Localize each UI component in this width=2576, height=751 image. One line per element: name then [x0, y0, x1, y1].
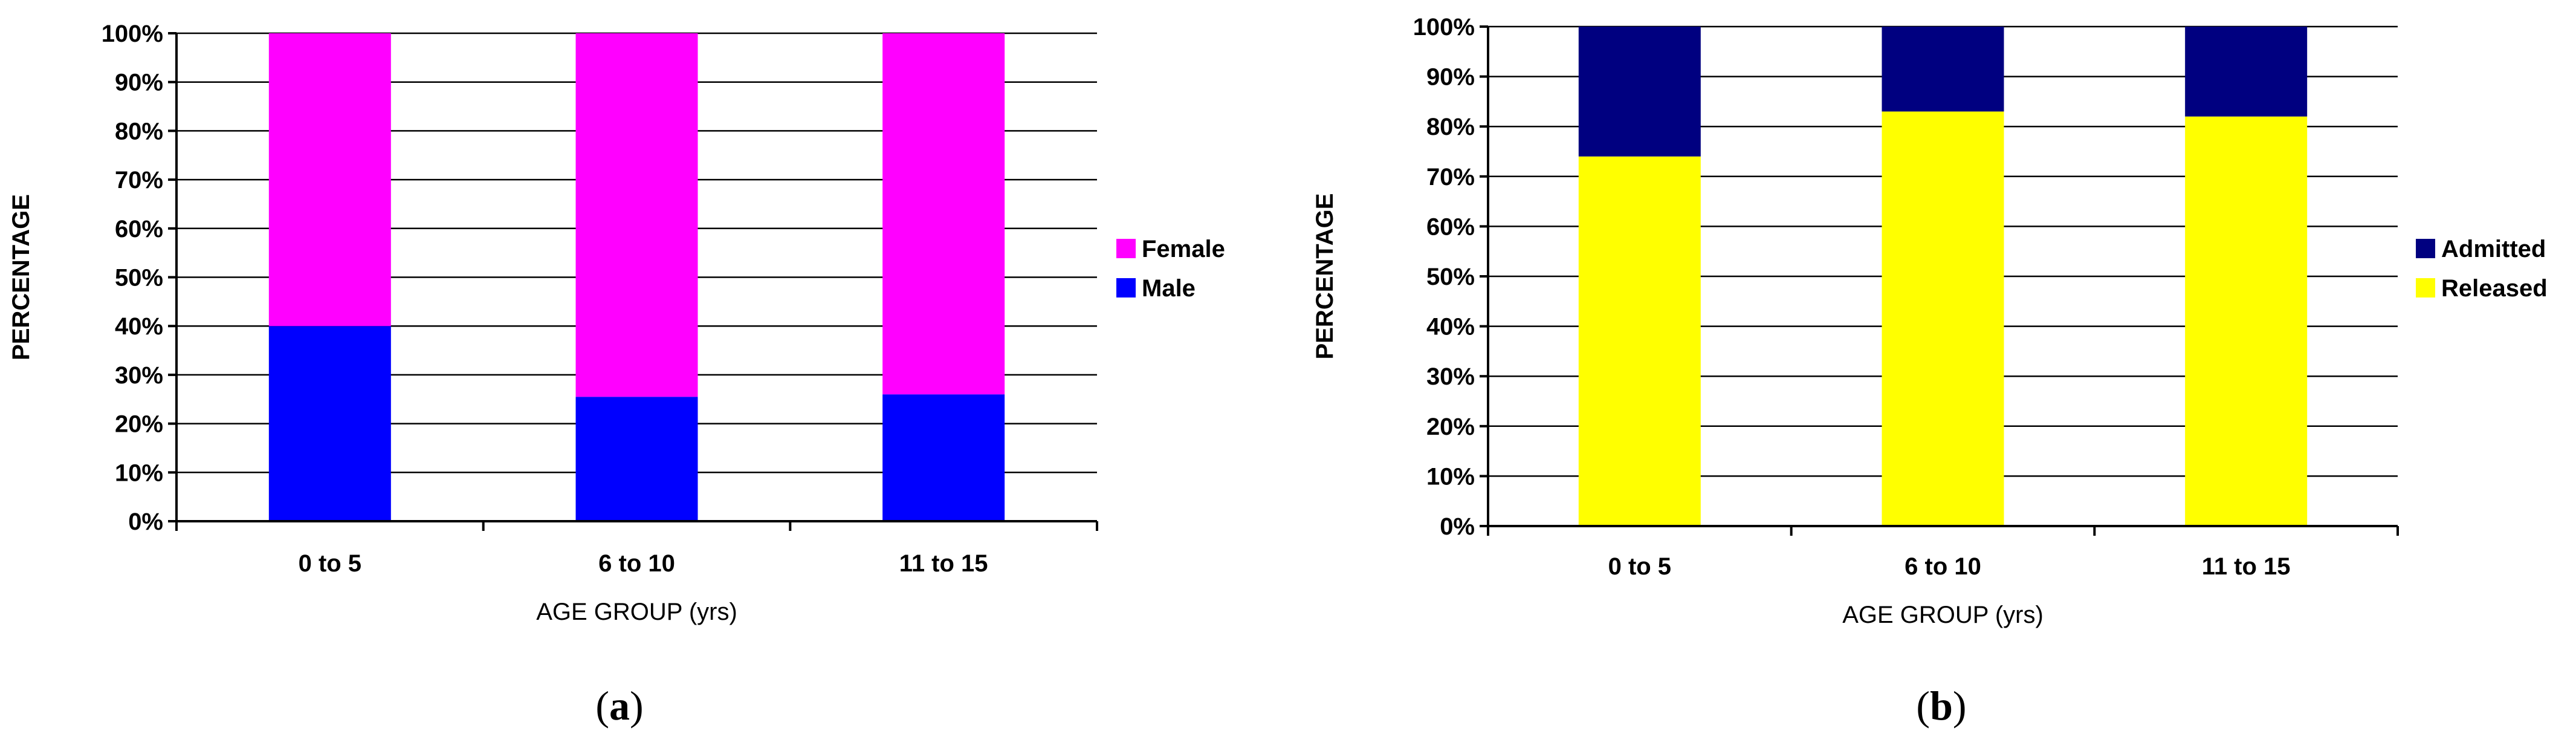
y-tick-label: 20% [1426, 414, 1475, 440]
bar-male-0 [268, 326, 391, 521]
legend-swatch-released [2416, 278, 2435, 297]
x-category-label: 11 to 15 [899, 550, 988, 577]
y-tick-label: 10% [1426, 463, 1475, 490]
x-axis-title: AGE GROUP (yrs) [536, 599, 737, 625]
y-axis-title: PERCENTAGE [1312, 193, 1338, 360]
bar-released-0 [1578, 156, 1701, 526]
y-axis-title: PERCENTAGE [8, 194, 34, 360]
bar-released-2 [2185, 116, 2308, 526]
bar-female-1 [575, 33, 698, 397]
legend-label-admitted: Admitted [2441, 236, 2546, 262]
chart-panel-0: 0% 10% 20% 30% 40% 50% 60% 70% 80% 90% 100% 0 to 5 6… [8, 21, 1225, 729]
y-tick-label: 60% [1426, 213, 1475, 240]
y-tick-label: 30% [1426, 363, 1475, 390]
bar-admitted-0 [1578, 27, 1701, 157]
legend-swatch-admitted [2416, 239, 2435, 258]
y-tick-label: 90% [1426, 64, 1475, 91]
y-tick-label: 70% [115, 167, 163, 193]
x-category-label: 6 to 10 [598, 550, 675, 577]
bar-female-2 [882, 33, 1005, 395]
legend-swatch-female [1116, 239, 1136, 258]
y-tick-label: 60% [115, 216, 163, 242]
legend-label-male: Male [1142, 275, 1196, 302]
y-tick-label: 20% [115, 411, 163, 438]
y-tick-label: 50% [115, 265, 163, 291]
y-tick-label: 0% [1440, 513, 1475, 540]
y-tick-label: 80% [1426, 114, 1475, 140]
x-category-label: 0 to 5 [299, 550, 361, 577]
y-tick-label: 30% [115, 362, 163, 389]
bar-male-2 [882, 394, 1005, 521]
y-tick-label: 40% [1426, 314, 1475, 340]
x-category-label: 11 to 15 [2202, 553, 2291, 580]
legend-label-released: Released [2441, 275, 2548, 302]
bar-released-1 [1882, 111, 2004, 527]
legend-swatch-male [1116, 278, 1136, 297]
panel-caption: (a) [595, 683, 643, 729]
bar-admitted-1 [1882, 27, 2004, 112]
y-tick-label: 50% [1426, 264, 1475, 290]
y-tick-label: 0% [128, 509, 163, 535]
y-tick-label: 90% [115, 70, 163, 96]
y-tick-label: 100% [102, 21, 163, 47]
bar-female-0 [268, 33, 391, 327]
y-tick-label: 100% [1413, 14, 1475, 41]
x-category-label: 0 to 5 [1608, 553, 1671, 580]
chart-panel-1: 0% 10% 20% 30% 40% 50% 60% 70% 80% 90% 100% 0 to 5 6… [1312, 14, 2548, 729]
legend-label-female: Female [1142, 236, 1225, 262]
y-tick-label: 40% [115, 313, 163, 340]
y-tick-label: 10% [115, 460, 163, 486]
x-axis-title: AGE GROUP (yrs) [1842, 602, 2044, 628]
bar-male-1 [575, 397, 698, 521]
panel-caption: (b) [1916, 683, 1966, 729]
y-tick-label: 70% [1426, 164, 1475, 190]
bar-admitted-2 [2185, 27, 2308, 117]
x-category-label: 6 to 10 [1904, 553, 1981, 580]
y-tick-label: 80% [115, 118, 163, 145]
